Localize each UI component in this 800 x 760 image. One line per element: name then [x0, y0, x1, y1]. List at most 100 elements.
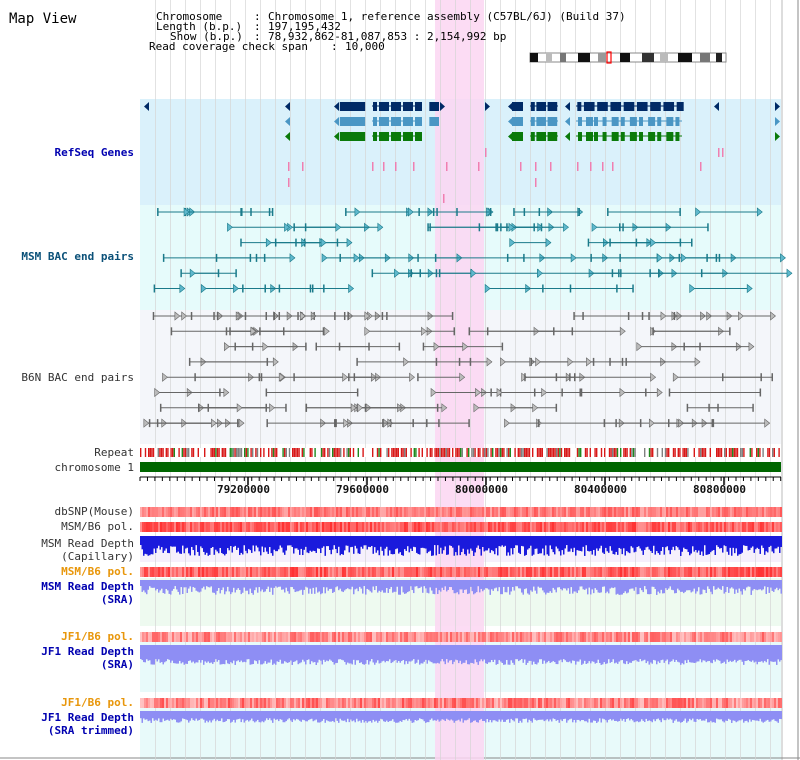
depth-bar — [378, 536, 380, 556]
heat-cell — [374, 567, 376, 577]
repeat-element — [549, 448, 551, 457]
heat-cell — [514, 698, 516, 708]
repeat-element — [536, 448, 539, 457]
heat-cell — [174, 698, 176, 708]
heat-cell — [550, 507, 552, 517]
depth-bar — [257, 580, 259, 593]
heat-cell — [616, 507, 618, 517]
depth-bar — [641, 580, 643, 591]
heat-cell — [442, 632, 444, 642]
heat-cell — [762, 522, 764, 532]
heat-cell — [284, 698, 286, 708]
depth-bar — [780, 645, 782, 661]
heat-cell — [358, 567, 360, 577]
heat-cell — [764, 522, 766, 532]
depth-bar — [603, 711, 605, 720]
heat-cell — [392, 698, 394, 708]
heat-cell — [394, 567, 396, 577]
depth-bar — [242, 580, 244, 593]
heat-cell — [446, 507, 448, 517]
depth-bar — [638, 580, 640, 595]
depth-bar — [246, 645, 248, 660]
depth-bar — [569, 536, 571, 552]
depth-bar — [338, 580, 340, 591]
heat-cell — [478, 507, 480, 517]
depth-bar — [156, 580, 158, 590]
track-label-jf1-depth-sra-2: (SRA) — [100, 658, 134, 671]
heat-cell — [266, 698, 268, 708]
track-label-b6n-bac[interactable]: B6N BAC end pairs — [21, 371, 134, 384]
track-label-msm-bac[interactable]: MSM BAC end pairs — [21, 250, 134, 263]
depth-bar — [375, 580, 377, 587]
heat-cell — [328, 522, 330, 532]
depth-bar — [639, 580, 641, 588]
heat-cell — [678, 698, 680, 708]
heat-cell — [520, 507, 522, 517]
heat-cell — [686, 698, 688, 708]
depth-bar — [156, 645, 158, 662]
depth-bar — [218, 645, 220, 661]
depth-bar — [777, 580, 779, 591]
heat-cell — [212, 567, 214, 577]
depth-bar — [519, 711, 521, 721]
repeat-element — [431, 448, 433, 457]
depth-bar — [522, 645, 524, 663]
depth-bar — [201, 645, 203, 661]
heat-cell — [482, 507, 484, 517]
depth-bar — [150, 580, 152, 588]
depth-bar — [771, 580, 773, 591]
depth-bar — [188, 645, 190, 662]
heat-cell — [730, 507, 732, 517]
depth-bar — [563, 580, 565, 589]
depth-bar — [171, 580, 173, 591]
heat-cell — [696, 567, 698, 577]
depth-bar — [542, 645, 544, 664]
heat-cell — [616, 632, 618, 642]
depth-bar — [522, 580, 524, 595]
heat-cell — [354, 567, 356, 577]
depth-bar — [293, 645, 295, 662]
depth-bar — [698, 711, 700, 720]
heat-cell — [750, 698, 752, 708]
heat-cell — [348, 567, 350, 577]
heat-cell — [142, 698, 144, 708]
depth-bar — [746, 580, 748, 588]
heat-cell — [438, 522, 440, 532]
heat-cell — [482, 522, 484, 532]
heat-cell — [506, 632, 508, 642]
heat-cell — [676, 567, 678, 577]
heat-cell — [214, 522, 216, 532]
heat-cell — [142, 522, 144, 532]
heat-cell — [350, 632, 352, 642]
bac-end-marker — [689, 283, 696, 294]
depth-bar — [482, 536, 484, 547]
repeat-element — [557, 448, 559, 457]
depth-bar — [261, 711, 263, 722]
track-label-refseq[interactable]: RefSeq Genes — [54, 146, 134, 159]
depth-bar — [387, 711, 389, 722]
depth-bar — [744, 711, 746, 722]
heat-cell — [564, 567, 566, 577]
gene-exon — [610, 102, 618, 111]
depth-bar — [404, 711, 406, 721]
depth-bar — [206, 711, 208, 721]
heat-cell — [258, 567, 260, 577]
depth-bar — [170, 580, 172, 595]
heat-cell — [538, 632, 540, 642]
heat-cell — [606, 698, 608, 708]
gene-exon — [339, 102, 344, 111]
heat-cell — [770, 567, 772, 577]
repeat-element — [256, 448, 259, 457]
depth-bar — [182, 536, 184, 546]
repeat-element — [596, 448, 598, 457]
heat-cell — [706, 698, 708, 708]
track-label-jf1-depth-trim: JF1 Read Depth — [41, 711, 134, 724]
heat-cell — [276, 567, 278, 577]
depth-bar — [359, 536, 361, 554]
heat-cell — [530, 632, 532, 642]
heat-cell — [520, 698, 522, 708]
depth-bar — [549, 711, 551, 720]
heat-cell — [544, 632, 546, 642]
depth-bar — [461, 580, 463, 590]
depth-bar — [312, 580, 314, 588]
